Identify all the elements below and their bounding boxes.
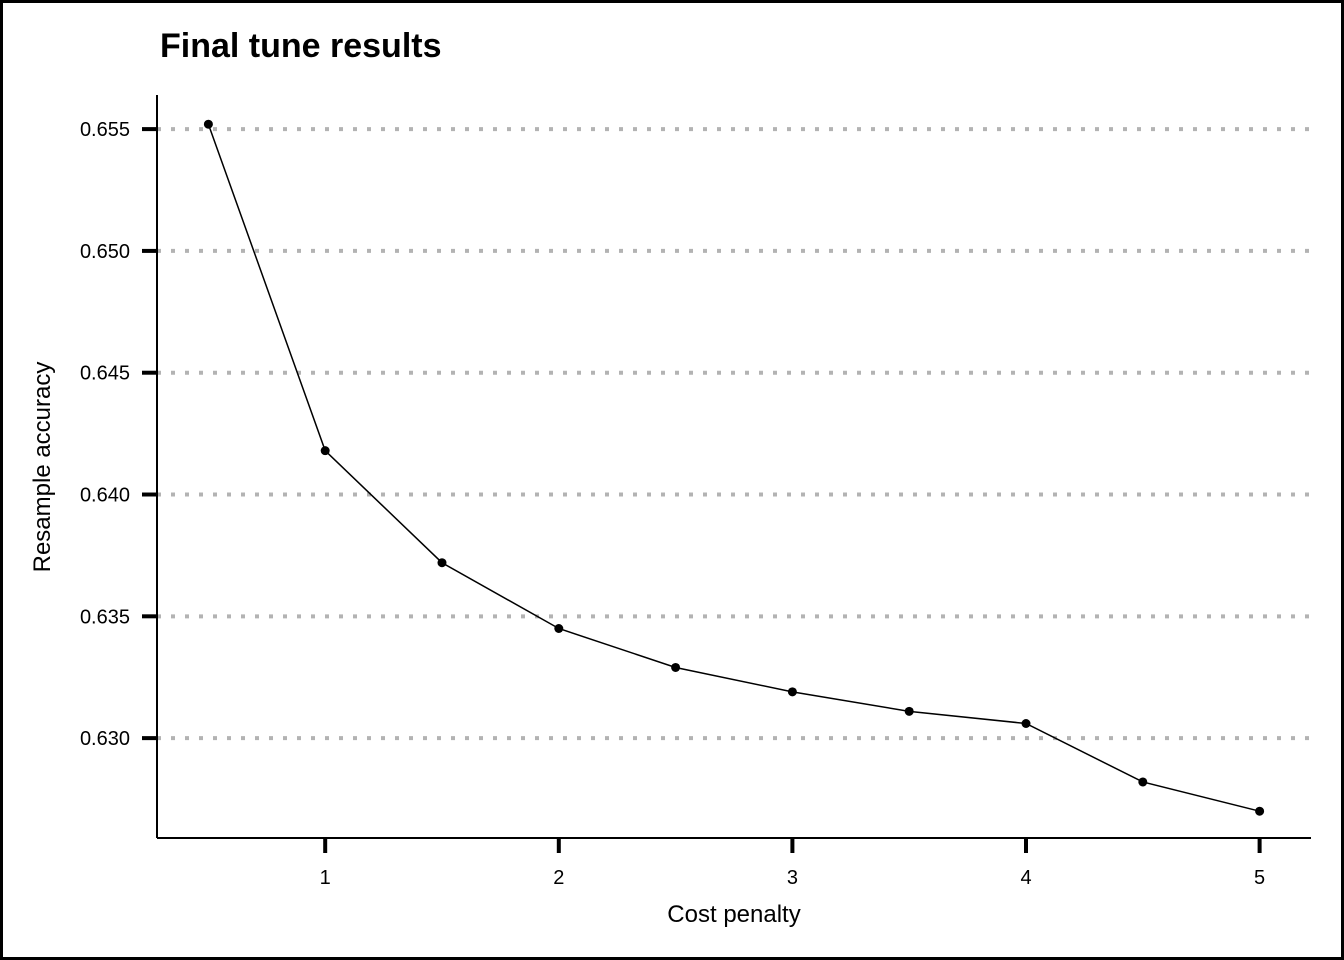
grid-lines <box>157 127 1311 741</box>
y-tick-label: 0.655 <box>80 119 130 141</box>
axes: 0.630 0.635 0.640 0.645 0.650 0.655 1 2 3 4 5 <box>80 95 1311 889</box>
data-point <box>203 119 213 129</box>
data-point <box>437 558 447 568</box>
y-tick-label: 0.640 <box>80 485 130 507</box>
y-tick-label: 0.630 <box>80 728 130 750</box>
data-point <box>1021 719 1031 729</box>
y-tick-label: 0.650 <box>80 241 130 263</box>
data-point <box>320 446 330 456</box>
data-point <box>904 706 914 716</box>
data-series <box>203 119 1265 816</box>
y-tick-label: 0.645 <box>80 363 130 385</box>
series-line <box>207 123 1260 812</box>
chart-title: Final tune results <box>160 27 442 65</box>
y-tick-label: 0.635 <box>80 606 130 628</box>
data-point <box>1255 806 1265 816</box>
data-point <box>1138 777 1148 787</box>
x-tick-label: 4 <box>1020 867 1031 889</box>
x-tick-label: 3 <box>787 867 798 889</box>
x-axis-title: Cost penalty <box>667 901 800 928</box>
y-axis-title: Resample accuracy <box>29 362 56 573</box>
data-point <box>554 623 564 633</box>
x-tick-label: 2 <box>553 867 564 889</box>
x-tick-label: 1 <box>320 867 331 889</box>
data-point <box>671 662 681 672</box>
x-tick-label: 5 <box>1254 867 1265 889</box>
data-point <box>787 687 797 697</box>
